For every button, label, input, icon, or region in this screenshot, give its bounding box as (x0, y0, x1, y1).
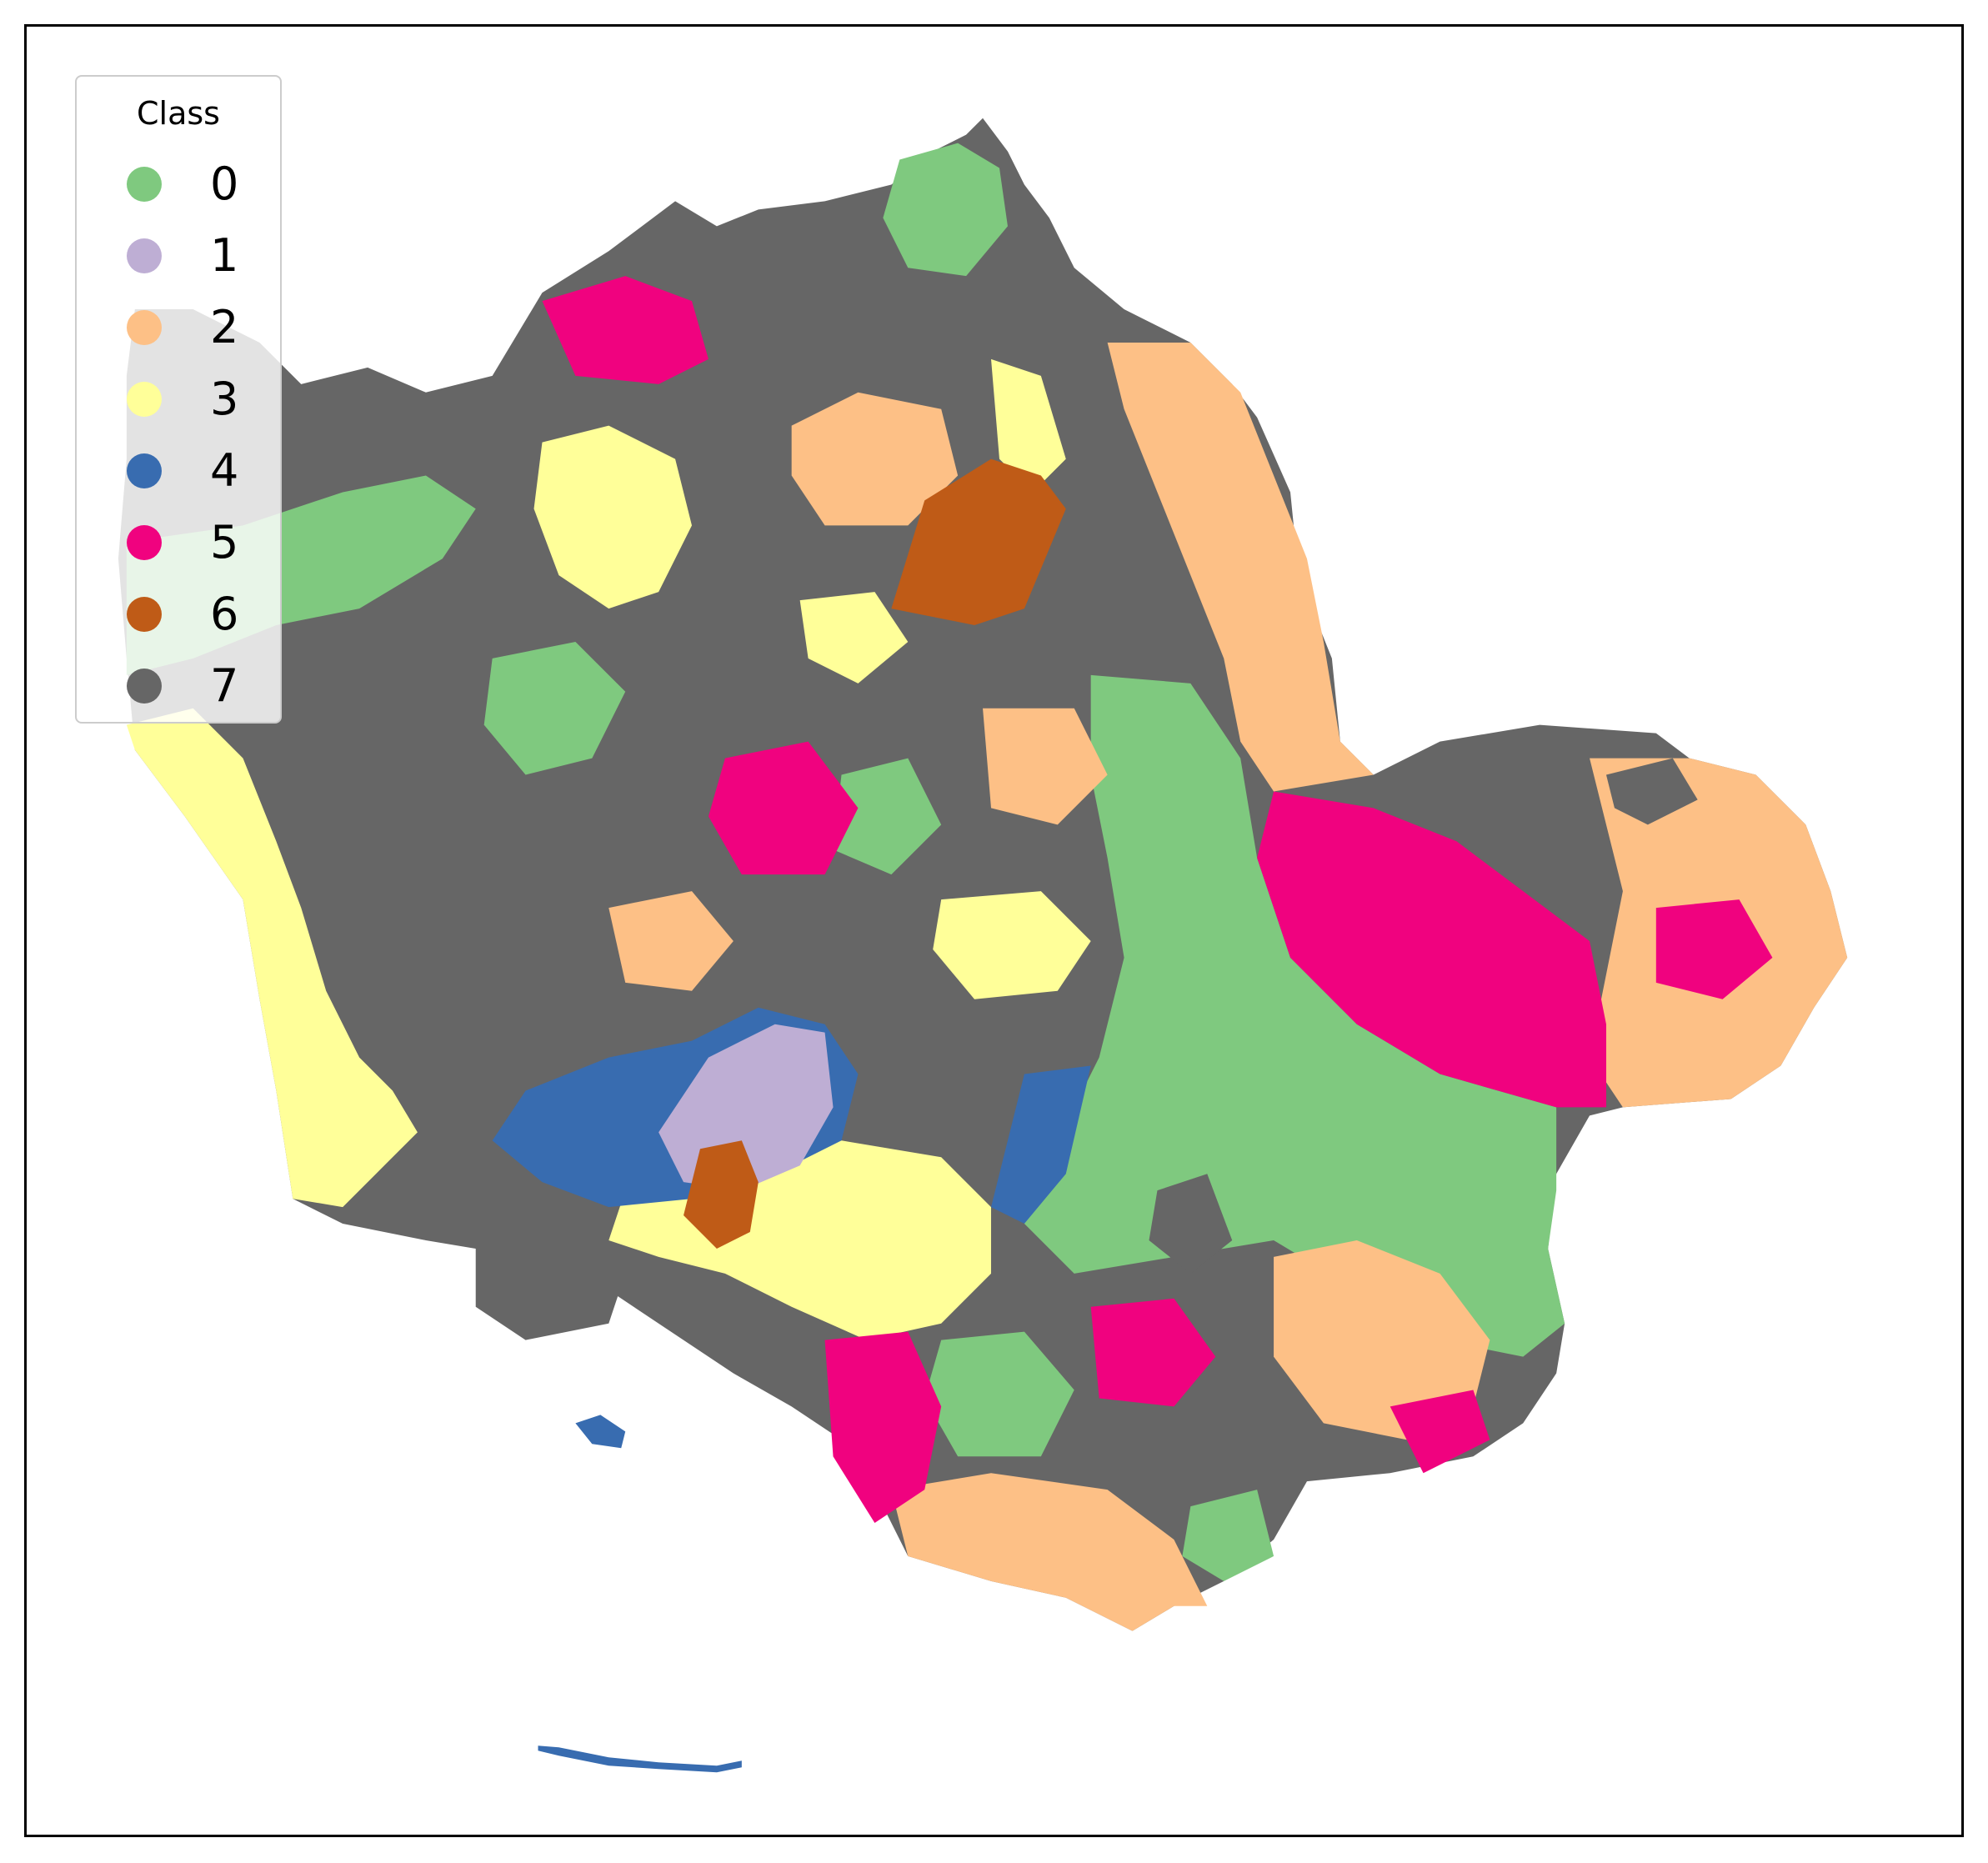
legend-swatch (127, 525, 162, 560)
choropleth-map (118, 118, 1848, 1773)
region-class-2-south (891, 1473, 1208, 1631)
legend-swatch (127, 238, 162, 273)
region-class-5-se2 (1390, 1390, 1490, 1474)
legend-swatch (127, 382, 162, 417)
region-class-3-north (533, 425, 693, 609)
legend-title: Class (137, 95, 220, 132)
region-class-3-west (126, 708, 418, 1208)
region-class-0-north (883, 143, 1008, 277)
region-class-2-south2 (1274, 1239, 1490, 1440)
legend-label: 3 (210, 373, 239, 425)
region-class-5-se (1090, 1298, 1216, 1407)
region-class-0-c (833, 758, 942, 875)
legend-label: 2 (210, 301, 239, 353)
legend-entry-class-6: 6 (77, 578, 280, 650)
region-class-3-mid2 (933, 891, 1091, 999)
region-class-7-ne (1605, 758, 1698, 825)
legend: Class 0 1 2 3 4 5 6 7 (75, 75, 282, 724)
region-class-0-east-large (1024, 674, 1565, 1357)
region-class-3-nc (991, 358, 1066, 493)
legend-label: 0 (210, 158, 239, 210)
legend-label: 7 (210, 659, 239, 712)
region-class-5-fe (1655, 899, 1773, 999)
region-class-5-south (824, 1331, 942, 1524)
legend-swatch (127, 669, 162, 704)
legend-swatch (127, 167, 162, 202)
region-class-4-islet (575, 1415, 626, 1449)
region-class-7-south (1149, 1174, 1233, 1274)
legend-entry-class-5: 5 (77, 507, 280, 578)
legend-entry-class-0: 0 (77, 148, 280, 220)
legend-label: 1 (210, 229, 239, 282)
legend-label: 4 (210, 444, 239, 497)
legend-swatch (127, 453, 162, 488)
legend-entry-class-3: 3 (77, 363, 280, 435)
region-class-4-spit (538, 1745, 742, 1773)
region-class-2-c (608, 891, 734, 991)
region-class-2-north (791, 392, 959, 526)
legend-label: 5 (210, 516, 239, 568)
region-class-5-c (708, 741, 859, 875)
region-class-5-east-band (1257, 791, 1606, 1108)
legend-swatch (127, 310, 162, 345)
region-class-0-se2 (1182, 1490, 1274, 1581)
region-class-4-east (991, 1065, 1091, 1224)
region-class-7-sw (475, 1239, 626, 1340)
region-class-2-c2 (983, 708, 1108, 825)
region-class-3-mid (799, 592, 909, 684)
legend-label: 6 (210, 588, 239, 640)
region-class-2-ne (1107, 342, 1374, 792)
region-class-0-mid (483, 641, 626, 775)
region-class-6-center (684, 1140, 759, 1249)
legend-entry-class-7: 7 (77, 650, 280, 722)
region-class-6-north (891, 458, 1066, 626)
legend-entry-class-2: 2 (77, 292, 280, 363)
legend-entry-class-4: 4 (77, 435, 280, 507)
region-class-5-north (542, 276, 709, 384)
legend-swatch (127, 597, 162, 632)
legend-entry-class-1: 1 (77, 220, 280, 292)
map-frame: Class 0 1 2 3 4 5 6 7 (24, 24, 1964, 1837)
region-class-0-se (924, 1331, 1074, 1457)
